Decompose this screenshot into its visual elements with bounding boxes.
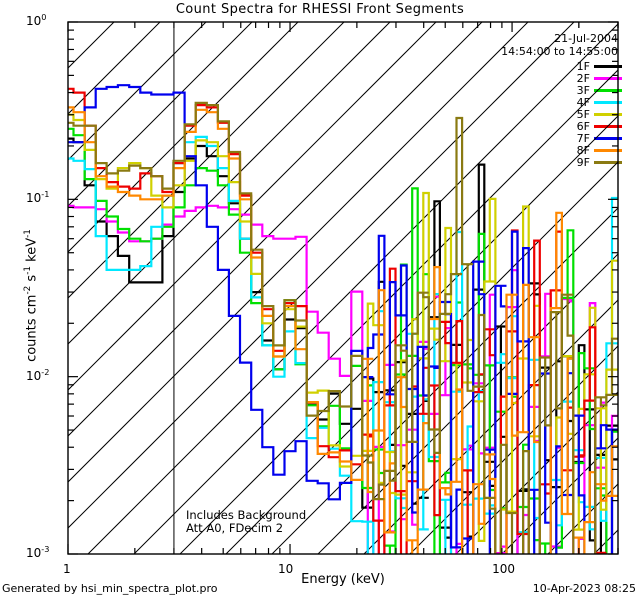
hatch-line (68, 22, 69, 23)
hatch-line (68, 22, 391, 345)
legend-color-swatch (594, 88, 622, 92)
x-tick-label-1: 10 (278, 562, 294, 576)
spectrum-curve-9f (68, 101, 618, 554)
legend-color-swatch (594, 160, 622, 164)
legend-item-1f[interactable]: 1F (552, 59, 622, 73)
plot-border (67, 21, 619, 555)
observation-time-range: 14:54:00 to 14:55:00 (501, 45, 618, 58)
legend-color-swatch (594, 148, 622, 152)
tick-mantissa: 10 (26, 14, 42, 28)
tick-exponent: -2 (41, 366, 50, 377)
legend: 1F2F3F4F5F6F7F8F9F (552, 59, 622, 169)
legend-label: 3F (576, 83, 590, 97)
page-title: Count Spectra for RHESSI Front Segments (175, 2, 465, 17)
tick-exponent: 0 (41, 12, 47, 22)
legend-label: 5F (576, 107, 590, 121)
hatch-line (68, 22, 345, 299)
legend-color-swatch (594, 112, 622, 116)
legend-item-9f[interactable]: 9F (552, 155, 622, 169)
legend-label: 9F (576, 155, 590, 169)
y-tick-label-2: 10-2 (26, 366, 50, 383)
annotation-attenuator: Att A0, FDecim 2 (186, 521, 284, 535)
x-tick-label-0: 1 (63, 562, 71, 576)
legend-item-5f[interactable]: 5F (552, 107, 622, 121)
legend-item-7f[interactable]: 7F (552, 131, 622, 145)
legend-item-2f[interactable]: 2F (552, 71, 622, 85)
y-tick-label-3: 10-3 (26, 544, 50, 560)
tick-mantissa: 10 (26, 191, 42, 206)
hatch-line (68, 22, 207, 161)
hatch-line (68, 22, 575, 529)
hatch-line (68, 22, 299, 253)
tick-exponent: -3 (41, 544, 50, 554)
hatch-line (87, 23, 618, 554)
tick-mantissa: 10 (26, 368, 42, 383)
tick-exponent: -1 (41, 189, 50, 200)
footer-timestamp: 10-Apr-2023 08:25 (532, 582, 636, 595)
hatch-line (68, 22, 253, 207)
y-tick-label-0: 100 (26, 12, 47, 28)
hatch-line (68, 22, 483, 437)
hatch-line (225, 161, 618, 554)
spectra-curves (68, 84, 618, 554)
hatch-line (179, 115, 618, 554)
x-axis-label: Energy (keV) (301, 572, 385, 587)
legend-color-swatch (594, 100, 622, 104)
hatch-line (68, 22, 437, 391)
legend-item-3f[interactable]: 3F (552, 83, 622, 97)
axis-frame (67, 21, 619, 555)
legend-item-4f[interactable]: 4F (552, 95, 622, 109)
hatch-line (363, 299, 618, 554)
y-tick-label-1: 10-1 (26, 189, 50, 206)
observation-date: 21-Jul-2004 (554, 32, 618, 45)
tick-mantissa: 10 (26, 546, 42, 560)
spectrum-curve-7f (68, 84, 618, 554)
legend-label: 4F (576, 95, 590, 109)
legend-color-swatch (594, 64, 622, 68)
legend-color-swatch (594, 136, 622, 140)
legend-color-swatch (594, 76, 622, 80)
legend-label: 7F (576, 131, 590, 145)
hatch-line (409, 345, 618, 554)
x-tick-label-2: 100 (492, 562, 515, 576)
hatch-line (68, 22, 161, 115)
legend-label: 6F (576, 119, 590, 133)
footer-generated-by: Generated by hsi_min_spectra_plot.pro (2, 582, 218, 595)
hatch-line (133, 69, 618, 554)
legend-label: 1F (576, 59, 590, 73)
legend-label: 2F (576, 71, 590, 85)
